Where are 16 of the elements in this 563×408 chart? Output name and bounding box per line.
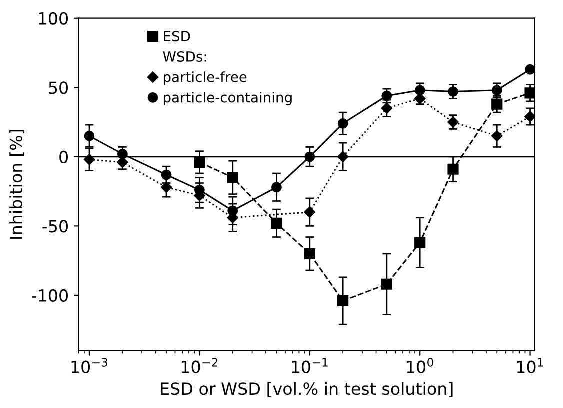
legend-label: particle-free [164,72,247,86]
legend-label: particle-containing [164,92,292,106]
y-tick-label: -50 [42,220,68,233]
legend-label: ESD [164,31,190,42]
annotation: WSDs: [163,51,206,62]
x-tick-label: 10$^{−1}$ [292,358,328,374]
x-tick-label: 10$^{0}$ [407,358,434,374]
y-tick-label: -100 [32,289,68,302]
y-axis-title: Inhibition [%] [10,130,24,239]
x-tick-label: 10$^{−3}$ [72,358,108,374]
y-tick-label: 100 [39,12,68,25]
x-tick-label: 10$^{1}$ [517,358,544,374]
x-axis-title: ESD or WSD [vol.% in test solution] [161,382,453,398]
x-tick-label: 10$^{−2}$ [182,358,218,374]
y-tick-label: 0 [60,150,68,164]
y-tick-label: 50 [49,82,68,94]
